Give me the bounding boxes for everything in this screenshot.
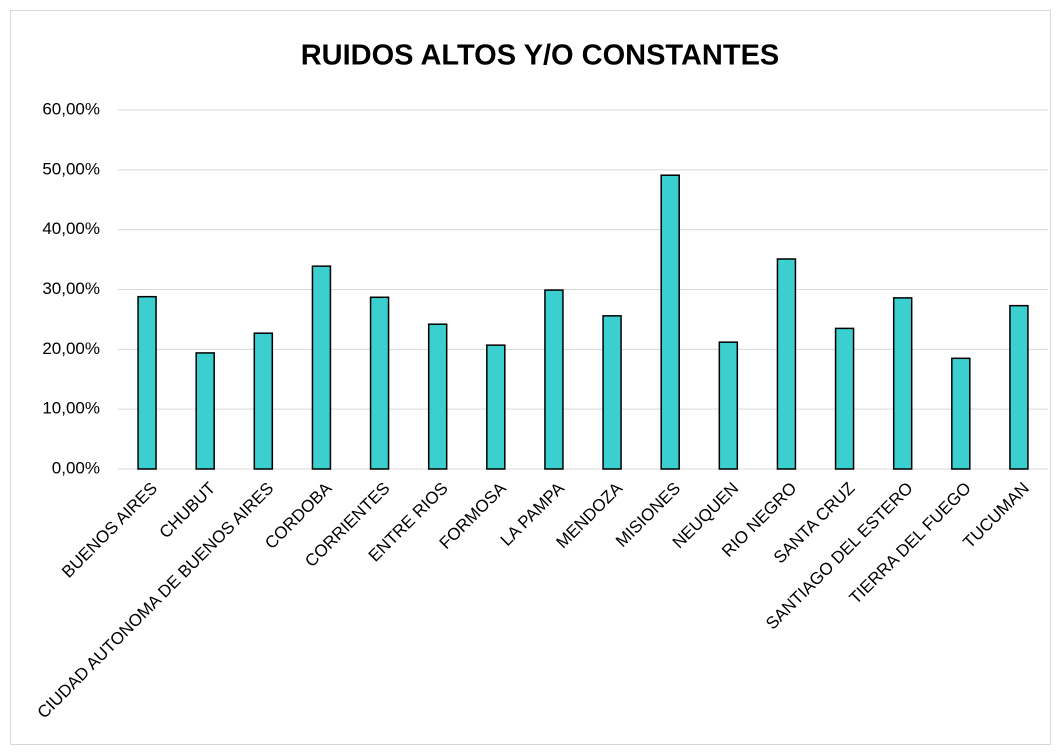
bar xyxy=(1009,304,1029,470)
bar xyxy=(834,327,855,470)
chart-title: RUIDOS ALTOS Y/O CONSTANTES xyxy=(301,40,780,72)
bar xyxy=(311,265,332,470)
bar xyxy=(195,352,215,470)
y-tick-label: 0,00% xyxy=(52,458,100,477)
bar xyxy=(137,295,157,470)
bar xyxy=(660,174,680,470)
bar xyxy=(486,344,506,470)
y-tick-label: 40,00% xyxy=(42,219,100,238)
bar xyxy=(718,341,739,470)
bar xyxy=(951,357,971,470)
bar xyxy=(602,315,622,470)
bar xyxy=(776,258,797,470)
bar xyxy=(253,332,274,470)
y-tick-label: 20,00% xyxy=(42,339,100,358)
y-tick-label: 10,00% xyxy=(42,399,100,418)
chart-border xyxy=(10,10,1051,745)
y-tick-label: 50,00% xyxy=(42,159,100,178)
bar xyxy=(892,297,913,470)
y-tick-label: 30,00% xyxy=(42,279,100,298)
y-tick-label: 60,00% xyxy=(42,99,100,118)
bar xyxy=(427,323,448,470)
bar xyxy=(369,296,390,470)
bar xyxy=(544,289,564,470)
